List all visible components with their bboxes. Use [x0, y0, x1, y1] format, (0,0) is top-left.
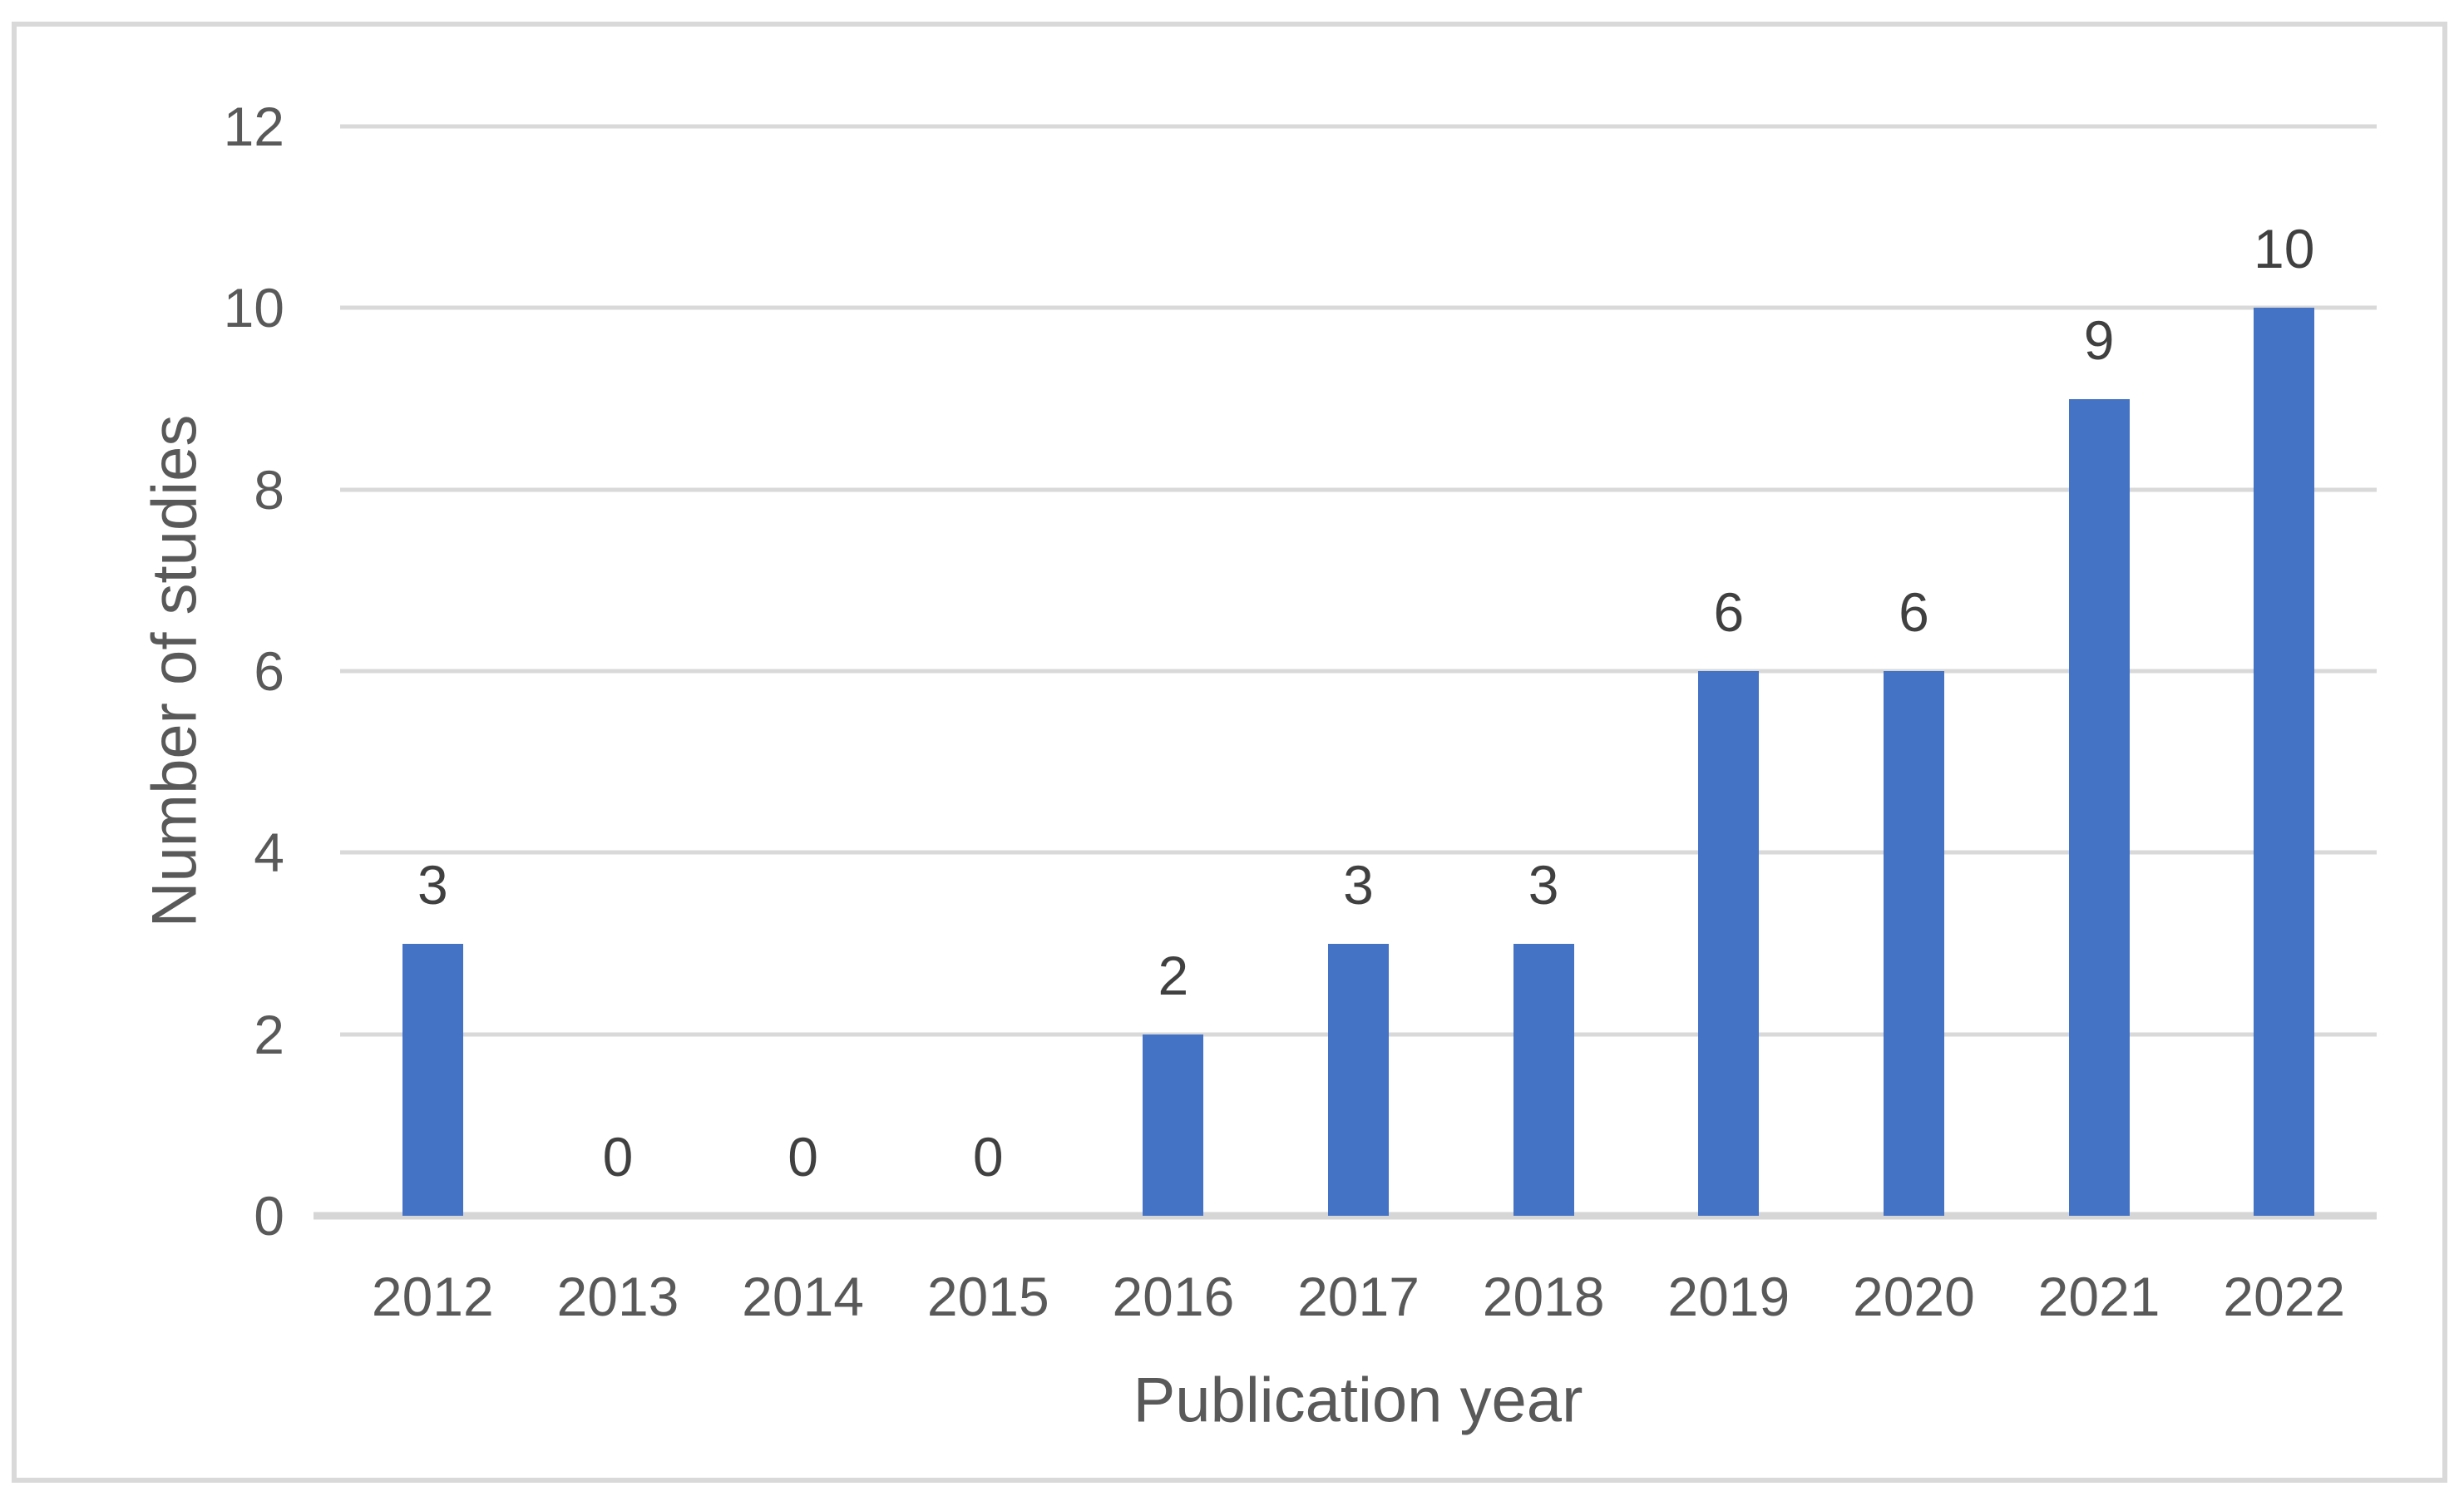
y-axis-tick-labels: 0 2 4 6 8 10 12 — [17, 99, 284, 1243]
x-tick-label-2012: 2012 — [371, 1266, 494, 1327]
x-tick-label-2020: 2020 — [1853, 1266, 1975, 1327]
data-label-2018: 3 — [1528, 853, 1559, 916]
bar-2020 — [1883, 671, 1944, 1216]
data-label-2021: 9 — [2083, 309, 2115, 371]
bar-2016 — [1143, 1034, 1204, 1216]
x-tick-label-2016: 2016 — [1112, 1266, 1235, 1327]
bar-column-2014: 0 2014 — [710, 126, 896, 1324]
y-tick-label-10: 10 — [223, 277, 284, 339]
gridline-y10 — [340, 305, 2377, 310]
x-tick-label-2014: 2014 — [742, 1266, 865, 1327]
bar-column-2021: 9 2021 — [2007, 126, 2192, 1325]
bar-2021 — [2068, 398, 2130, 1216]
gridline-y6 — [340, 669, 2377, 674]
y-tick-label-0: 0 — [254, 1185, 284, 1247]
bar-column-2022: 10 2022 — [2191, 126, 2377, 1324]
bar-2019 — [1698, 671, 1760, 1216]
plot-area: 3 2012 0 2013 0 2014 0 2015 2 2016 3 2017 3 2018 6 2019… — [314, 124, 2377, 1325]
bar-column-2020: 6 2020 — [1821, 126, 2007, 1324]
x-tick-label-2022: 2022 — [2223, 1266, 2346, 1327]
x-tick-label-2017: 2017 — [1297, 1266, 1420, 1327]
y-tick-label-12: 12 — [223, 96, 284, 157]
y-tick-label-4: 4 — [254, 822, 284, 884]
bar-column-2012: 3 2012 — [340, 126, 526, 1325]
bar-2018 — [1513, 943, 1574, 1216]
bar-column-2019: 6 2019 — [1636, 126, 1821, 1324]
data-label-2019: 6 — [1713, 581, 1745, 643]
bar-column-2018: 3 2018 — [1451, 126, 1637, 1325]
gridline-y8 — [340, 487, 2377, 492]
x-axis-line — [314, 1212, 2377, 1220]
gridline-y12 — [340, 124, 2377, 129]
data-label-2013: 0 — [602, 1126, 634, 1188]
x-axis-title: Publication year — [1133, 1365, 1583, 1436]
bar-column-2015: 0 2015 — [896, 126, 1081, 1324]
bar-column-2016: 2 2016 — [1081, 126, 1267, 1324]
y-tick-label-2: 2 — [254, 1003, 284, 1065]
bar-columns: 3 2012 0 2013 0 2014 0 2015 2 2016 3 2017 3 2018 6 2019… — [340, 126, 2377, 1325]
data-label-2014: 0 — [788, 1126, 818, 1188]
gridline-y4 — [340, 850, 2377, 855]
x-tick-label-2019: 2019 — [1667, 1266, 1790, 1327]
bar-2012 — [402, 943, 463, 1216]
x-tick-label-2018: 2018 — [1482, 1266, 1605, 1327]
x-tick-label-2021: 2021 — [2037, 1266, 2160, 1327]
x-tick-label-2013: 2013 — [556, 1266, 679, 1327]
data-label-2020: 6 — [1899, 581, 1929, 643]
y-tick-label-8: 8 — [254, 458, 284, 521]
data-label-2017: 3 — [1343, 853, 1374, 916]
data-label-2022: 10 — [2254, 218, 2315, 280]
bar-column-2013: 0 2013 — [526, 126, 711, 1324]
y-tick-label-6: 6 — [254, 640, 284, 702]
data-label-2015: 0 — [972, 1126, 1004, 1188]
x-tick-label-2015: 2015 — [926, 1266, 1049, 1327]
bar-column-2017: 3 2017 — [1266, 126, 1451, 1325]
data-label-2016: 2 — [1158, 944, 1189, 1006]
bar-2022 — [2254, 308, 2315, 1216]
data-label-2012: 3 — [417, 853, 448, 916]
bar-2017 — [1328, 943, 1390, 1216]
